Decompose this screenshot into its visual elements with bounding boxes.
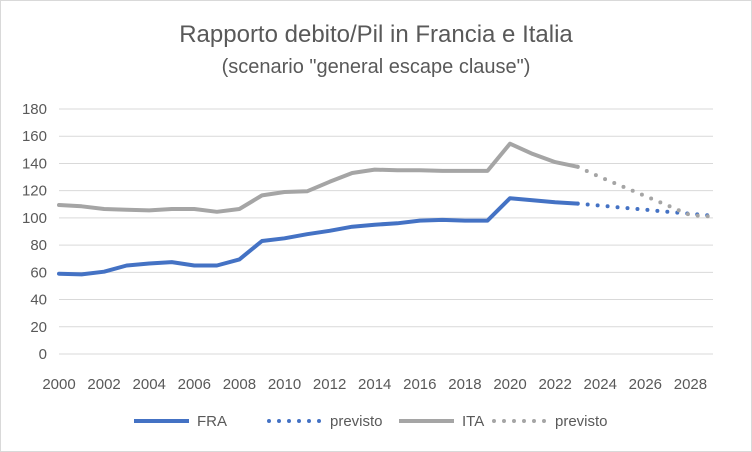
y-tick-label: 0	[39, 346, 47, 363]
y-tick-label: 180	[22, 101, 47, 118]
x-tick-label: 2028	[674, 376, 707, 393]
legend-label: ITA	[462, 413, 484, 430]
legend-label: FRA	[197, 413, 227, 430]
x-tick-label: 2010	[268, 376, 301, 393]
chart-subtitle: (scenario "general escape clause")	[221, 56, 531, 78]
chart-title: Rapporto debito/Pil in Francia e Italia	[179, 21, 573, 48]
x-tick-label: 2022	[538, 376, 571, 393]
series-line-previsto-1	[575, 201, 715, 218]
y-tick-label: 120	[22, 183, 47, 200]
x-tick-label: 2016	[403, 376, 436, 393]
legend-label: previsto	[330, 413, 383, 430]
x-tick-label: 2026	[629, 376, 662, 393]
y-tick-label: 80	[30, 237, 47, 254]
x-tick-label: 2024	[584, 376, 617, 393]
x-tick-label: 2018	[448, 376, 481, 393]
x-tick-label: 2004	[133, 376, 166, 393]
y-tick-label: 60	[30, 264, 47, 281]
y-tick-label: 140	[22, 155, 47, 172]
x-tick-label: 2000	[42, 376, 75, 393]
series-line-previsto-3	[575, 164, 715, 219]
y-tick-label: 40	[30, 292, 47, 309]
x-tick-label: 2002	[87, 376, 120, 393]
x-tick-label: 2006	[178, 376, 211, 393]
series-line-FRA-0	[57, 196, 580, 277]
y-tick-label: 160	[22, 128, 47, 145]
series-line-ITA-2	[57, 141, 580, 214]
y-tick-label: 20	[30, 319, 47, 336]
x-tick-label: 2014	[358, 376, 391, 393]
x-tick-label: 2008	[223, 376, 256, 393]
legend-label: previsto	[555, 413, 608, 430]
x-tick-label: 2012	[313, 376, 346, 393]
y-tick-label: 100	[22, 210, 47, 227]
x-tick-label: 2020	[493, 376, 526, 393]
